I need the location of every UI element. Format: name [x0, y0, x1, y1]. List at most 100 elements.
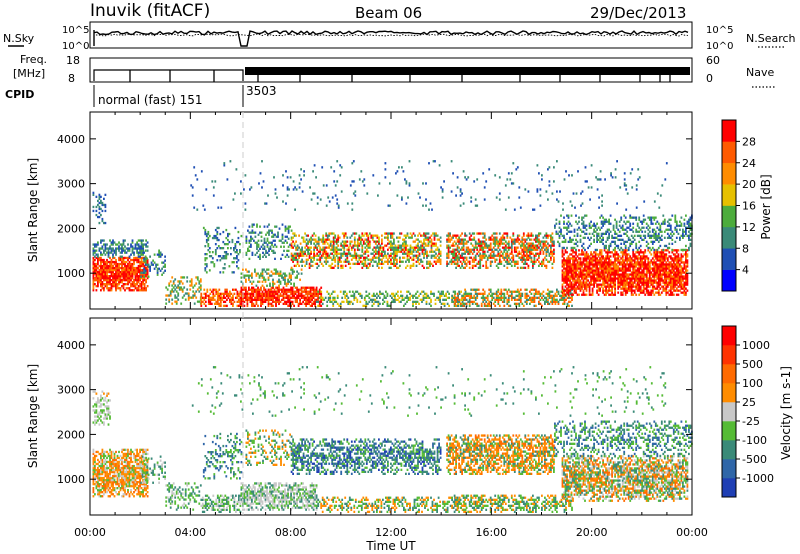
heatmap-cell — [497, 242, 500, 245]
heatmap-cell — [432, 250, 434, 253]
heatmap-cell — [139, 249, 141, 252]
heatmap-cell — [639, 275, 642, 278]
heatmap-cell — [297, 302, 300, 305]
heatmap-cell — [614, 275, 616, 278]
heatmap-cell — [216, 294, 219, 297]
heatmap-cell — [533, 260, 536, 263]
heatmap-cell — [344, 232, 347, 235]
heatmap-cell — [376, 236, 379, 239]
heatmap-cell — [620, 267, 623, 270]
heatmap-cell — [97, 215, 99, 219]
heatmap-cell — [597, 255, 600, 258]
heatmap-cell — [251, 282, 253, 285]
heatmap-cell — [267, 294, 270, 297]
heatmap-cell — [399, 232, 401, 235]
heatmap-cell — [92, 279, 95, 282]
heatmap-cell — [333, 290, 336, 293]
heatmap-cell — [177, 286, 180, 289]
heatmap-cell — [308, 254, 311, 257]
heatmap-cell — [125, 266, 128, 270]
heatmap-cell — [427, 242, 430, 245]
heatmap-cell — [615, 267, 618, 270]
heatmap-cell — [353, 242, 356, 245]
heatmap-cell — [309, 292, 312, 295]
heatmap-cell — [581, 293, 583, 296]
heatmap-cell — [119, 243, 122, 246]
heatmap-cell — [585, 281, 588, 284]
heatmap-cell — [263, 225, 266, 228]
heatmap-cell — [302, 238, 305, 241]
heatmap-cell — [450, 244, 453, 247]
heatmap-cell — [379, 290, 381, 293]
heatmap-cell — [497, 302, 500, 305]
heatmap-cell — [494, 248, 497, 251]
heatmap-cell — [624, 281, 627, 284]
heatmap-cell — [162, 261, 165, 264]
heatmap-cell — [248, 245, 251, 248]
heatmap-cell — [125, 275, 128, 278]
heatmap-cell — [576, 273, 579, 276]
heatmap-cell — [209, 296, 212, 299]
heatmap-cell — [267, 272, 270, 275]
heatmap-cell — [302, 294, 304, 297]
heatmap-cell — [399, 256, 401, 259]
heatmap-cell — [521, 294, 524, 297]
heatmap-cell — [112, 279, 114, 282]
heatmap-cell — [497, 262, 500, 265]
heatmap-cell — [433, 250, 436, 253]
heatmap-cell — [316, 246, 319, 249]
heatmap-cell — [277, 231, 279, 234]
heatmap-cell — [470, 256, 473, 259]
heatmap-cell — [159, 255, 162, 258]
heatmap-cell — [343, 252, 346, 255]
heatmap-cell — [131, 277, 134, 280]
heatmap-cell — [397, 298, 399, 301]
heatmap-cell — [329, 252, 332, 255]
heatmap-cell — [488, 244, 491, 247]
heatmap-cell — [576, 269, 579, 272]
heatmap-cell — [518, 294, 521, 297]
heatmap-cell — [393, 242, 395, 245]
heatmap-cell — [503, 304, 506, 307]
heatmap-cell — [124, 251, 126, 254]
heatmap-cell — [636, 271, 639, 274]
heatmap-cell — [461, 232, 463, 235]
heatmap-cell — [529, 290, 531, 293]
heatmap-cell — [291, 270, 294, 273]
heatmap-cell — [585, 265, 588, 268]
heatmap-cell — [236, 294, 239, 297]
heatmap-cell — [627, 285, 630, 288]
heatmap-cell — [438, 250, 440, 253]
heatmap-cell — [584, 283, 586, 286]
heatmap-cell — [312, 290, 315, 293]
heatmap-cell — [100, 239, 102, 242]
heatmap-cell — [92, 260, 95, 264]
heatmap-cell — [296, 298, 298, 301]
heatmap-cell — [602, 283, 604, 286]
heatmap-cell — [638, 279, 641, 282]
heatmap-cell — [140, 289, 143, 292]
heatmap-cell — [251, 276, 253, 279]
heatmap-cell — [233, 288, 236, 291]
heatmap-cell — [216, 298, 219, 301]
heatmap-cell — [376, 256, 379, 259]
heatmap-cell — [571, 298, 573, 301]
heatmap-cell — [284, 282, 286, 285]
heatmap-cell — [602, 289, 604, 292]
heatmap-cell — [312, 300, 315, 303]
heatmap-cell — [591, 263, 594, 266]
heatmap-cell — [513, 246, 516, 249]
heatmap-cell — [519, 240, 522, 243]
heatmap-cell — [134, 243, 137, 246]
heatmap-cell — [492, 254, 495, 257]
heatmap-cell — [249, 298, 252, 301]
heatmap-cell — [426, 252, 428, 255]
heatmap-cell — [611, 277, 613, 280]
heatmap-cell — [264, 298, 267, 301]
heatmap-cell — [500, 238, 503, 241]
heatmap-cell — [630, 291, 633, 294]
heatmap-cell — [279, 294, 282, 297]
heatmap-cell — [113, 277, 116, 280]
heatmap-cell — [550, 296, 552, 299]
heatmap-cell — [521, 248, 524, 251]
